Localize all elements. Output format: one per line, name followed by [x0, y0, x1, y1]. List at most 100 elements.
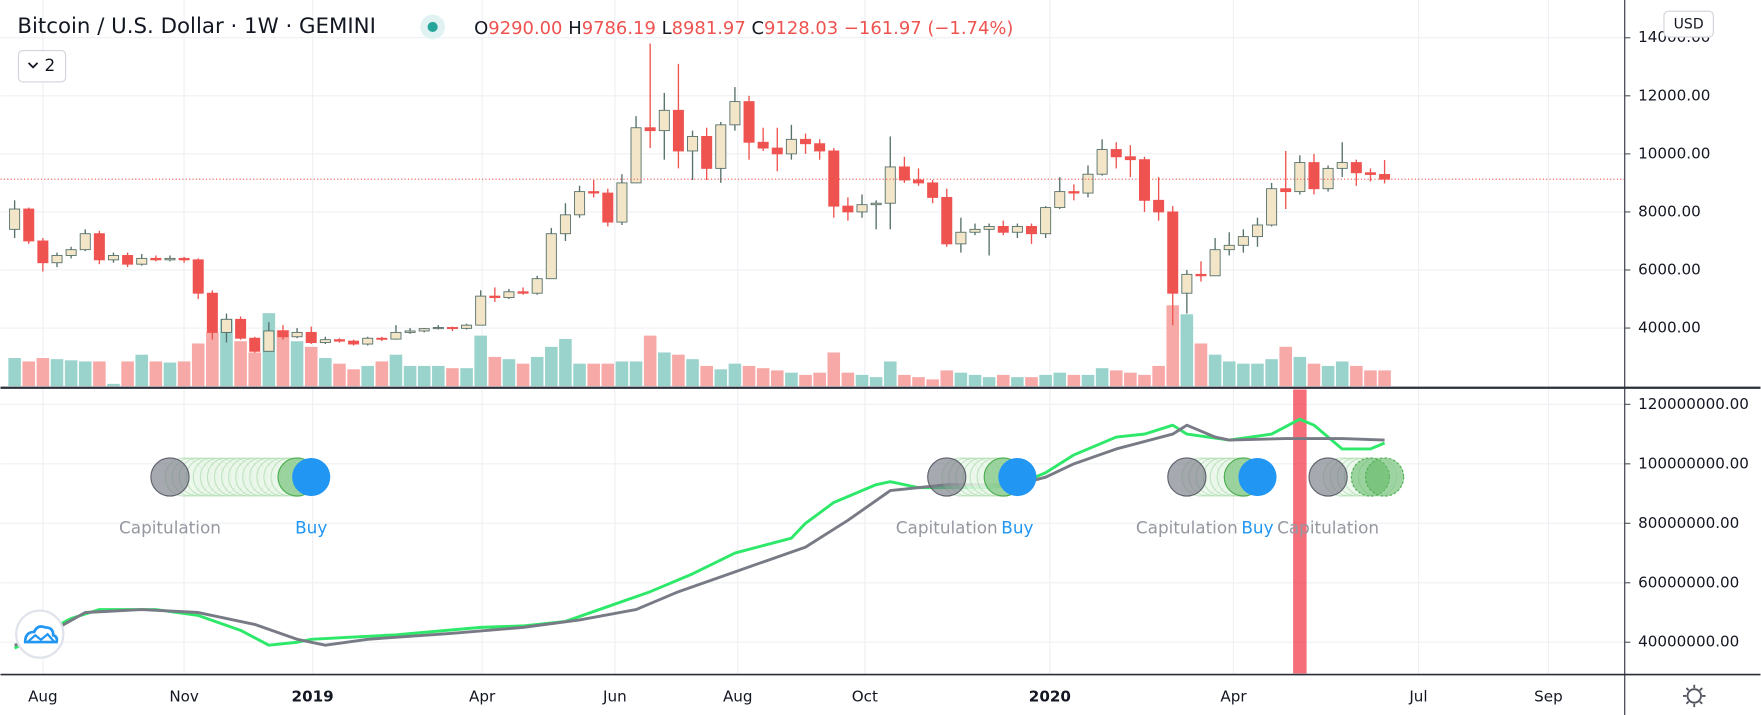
- candle-body: [503, 291, 515, 299]
- logo-line: [26, 632, 56, 643]
- volume-bar: [78, 361, 92, 387]
- volume-bar: [1124, 372, 1137, 387]
- currency-badge[interactable]: [1663, 10, 1714, 38]
- volume-bar: [333, 363, 346, 387]
- candle-body: [93, 233, 105, 261]
- candle-body: [701, 136, 713, 169]
- settings-gear[interactable]: [1683, 684, 1706, 708]
- x-tick-label: Apr: [1220, 688, 1247, 706]
- volume-bar: [149, 361, 163, 387]
- volume-bar: [615, 361, 629, 387]
- volume-bar: [954, 372, 968, 387]
- logo-circle[interactable]: [15, 609, 65, 659]
- candle-body: [1336, 162, 1348, 169]
- legend-key: H: [568, 18, 582, 39]
- candle-body: [574, 191, 586, 216]
- candle-body: [263, 330, 275, 352]
- volume-bar: [742, 365, 756, 387]
- logo-cloud: [23, 625, 59, 644]
- indicator-toggle[interactable]: 2: [17, 49, 67, 83]
- signal-trail: [228, 457, 268, 497]
- volume-layer: [8, 305, 1391, 387]
- chart-title: Bitcoin / U.S. Dollar · 1W · GEMINI: [17, 14, 376, 39]
- volume-bar: [545, 346, 558, 387]
- candle-body: [842, 205, 854, 213]
- status-dot: [427, 21, 438, 32]
- candle-body: [249, 337, 261, 352]
- gear-ring[interactable]: [1686, 688, 1702, 704]
- volume-bar: [1180, 314, 1194, 387]
- candle-body: [1266, 188, 1278, 226]
- volume-bar: [347, 369, 360, 387]
- candle-body: [404, 330, 416, 333]
- candle-body: [376, 337, 388, 340]
- volume-bar: [1251, 363, 1264, 387]
- candle-body: [305, 331, 317, 344]
- candle-body: [1350, 162, 1362, 174]
- y-tick-label: 8000.00: [1638, 202, 1701, 220]
- candle-body: [362, 337, 374, 345]
- candle-body: [1096, 149, 1108, 175]
- volume-bar: [375, 361, 389, 387]
- candle-body: [1209, 249, 1221, 277]
- gear-teeth: [1683, 684, 1706, 708]
- x-tick-label: Jul: [1408, 688, 1427, 706]
- x-tick-label: Aug: [723, 688, 753, 706]
- volume-bar: [22, 361, 36, 387]
- candle-body: [531, 278, 543, 294]
- volume-bar: [93, 361, 106, 387]
- logo[interactable]: [15, 609, 65, 659]
- volume-bar: [1166, 305, 1180, 387]
- candle-body: [390, 331, 402, 340]
- candle-body: [1153, 199, 1165, 213]
- volume-bar: [601, 363, 615, 387]
- x-tick-label: 2019: [292, 688, 334, 706]
- candle-body: [220, 318, 232, 333]
- legend-value: 9128.03: [764, 18, 838, 39]
- signal-label: Buy: [295, 518, 327, 538]
- volume-bar: [403, 365, 417, 387]
- volume-bar: [488, 356, 502, 387]
- y-tick-label: 120000000.00: [1638, 395, 1749, 413]
- candle-body: [1082, 173, 1094, 194]
- volume-bar: [587, 363, 600, 387]
- signal-label: Capitulation: [1277, 518, 1379, 538]
- volume-bar: [1265, 359, 1278, 387]
- candle-body: [913, 179, 925, 184]
- volume-bar: [841, 372, 855, 387]
- y-tick-label: 80000000.00: [1638, 514, 1739, 532]
- legend-value: 8981.97: [672, 18, 746, 39]
- volume-bar: [163, 362, 177, 387]
- volume-bar: [898, 374, 911, 387]
- candle-body: [616, 182, 628, 223]
- candle-body: [1124, 156, 1136, 161]
- volume-bar: [714, 369, 728, 387]
- volume-bar: [982, 377, 996, 387]
- volume-bar: [1138, 374, 1151, 387]
- legend-key: C: [751, 18, 764, 39]
- candle-body: [475, 295, 487, 326]
- volume-bar: [460, 368, 473, 387]
- volume-bar: [530, 356, 544, 387]
- indicator-toggle-box[interactable]: [17, 49, 67, 83]
- candle-body: [771, 147, 783, 155]
- volume-bar: [64, 360, 78, 387]
- signal-capitulation: [150, 457, 190, 497]
- candle-body: [1280, 188, 1292, 193]
- volume-bar: [1039, 374, 1052, 387]
- candle-body: [983, 225, 995, 230]
- volume-bar: [446, 368, 459, 387]
- candle-body: [870, 202, 882, 206]
- volume-bar: [1364, 370, 1377, 387]
- signal-capitulation: [1167, 457, 1207, 497]
- candle-body: [1054, 191, 1066, 209]
- signal-label: Capitulation: [896, 518, 998, 538]
- volume-bar: [559, 338, 572, 387]
- candle-body: [319, 339, 331, 344]
- candle-body: [1294, 162, 1306, 193]
- candle-body: [1040, 207, 1052, 235]
- volume-bar: [276, 330, 290, 387]
- candle-body: [658, 109, 670, 132]
- volume-bar: [432, 365, 445, 387]
